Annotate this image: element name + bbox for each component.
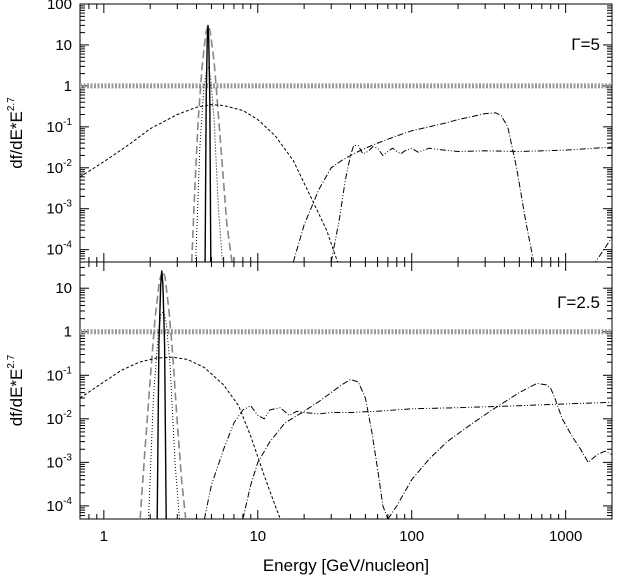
panel-label: Γ=5 [571,35,600,54]
plot-frame [79,261,613,520]
series-dashed-gray-line [139,270,187,519]
y-tick-label: 10-4 [46,240,72,259]
x-tick-label: 10 [249,528,266,545]
series-dashed-gray-line [190,24,233,262]
series-dash-dot-dot-line [330,145,612,262]
series-solid-line [204,24,212,262]
y-tick-label: 10-2 [46,409,72,428]
y-tick-label: 10-3 [46,199,72,218]
y-tick-label: 1 [64,324,72,341]
x-tick-label: 1000 [549,528,582,545]
y-axis-title: df/dE*E2.7 [6,354,26,426]
x-tick-label: 1 [100,528,108,545]
y-tick-label: 10-1 [46,365,72,384]
y-tick-label: 10-4 [46,496,72,515]
y-tick-label: 10-3 [46,452,72,471]
x-axis-title: Energy [GeV/nucleon] [263,556,429,575]
y-tick-label: 100 [47,0,72,13]
y-tick-label: 10-2 [46,158,72,177]
series-dash-dot-line [387,382,612,519]
series-dash-dot-line [292,112,535,262]
y-tick-label: 10 [55,280,72,297]
series-short-dashed-line [80,356,281,519]
series-solid-line [156,270,167,519]
y-tick-label: 10-1 [46,117,72,136]
series-dash-dot-line [242,379,393,519]
gamma-5-panel: 100 10 1 10-1 10-2 10-3 10-4 df/dE*E2.7 Γ=5 [6,0,613,263]
y-tick-label: 1 [64,78,72,95]
x-tick-label: 100 [399,528,424,545]
gamma-2p5-panel: 10 1 10-1 10-2 10-3 10-4 1 10 100 1000 df/dE*E2.7 E… [6,261,613,575]
series-dash-dot-dot-line [203,401,612,519]
y-axis-title: df/dE*E2.7 [6,97,26,169]
series-short-dashed-line [80,104,339,262]
series-dotted-line [195,67,223,262]
y-tick-label: 10 [55,37,72,54]
plot-frame [79,3,613,263]
series-dotted-line [148,310,180,519]
panel-label: Γ=2.5 [557,293,600,312]
